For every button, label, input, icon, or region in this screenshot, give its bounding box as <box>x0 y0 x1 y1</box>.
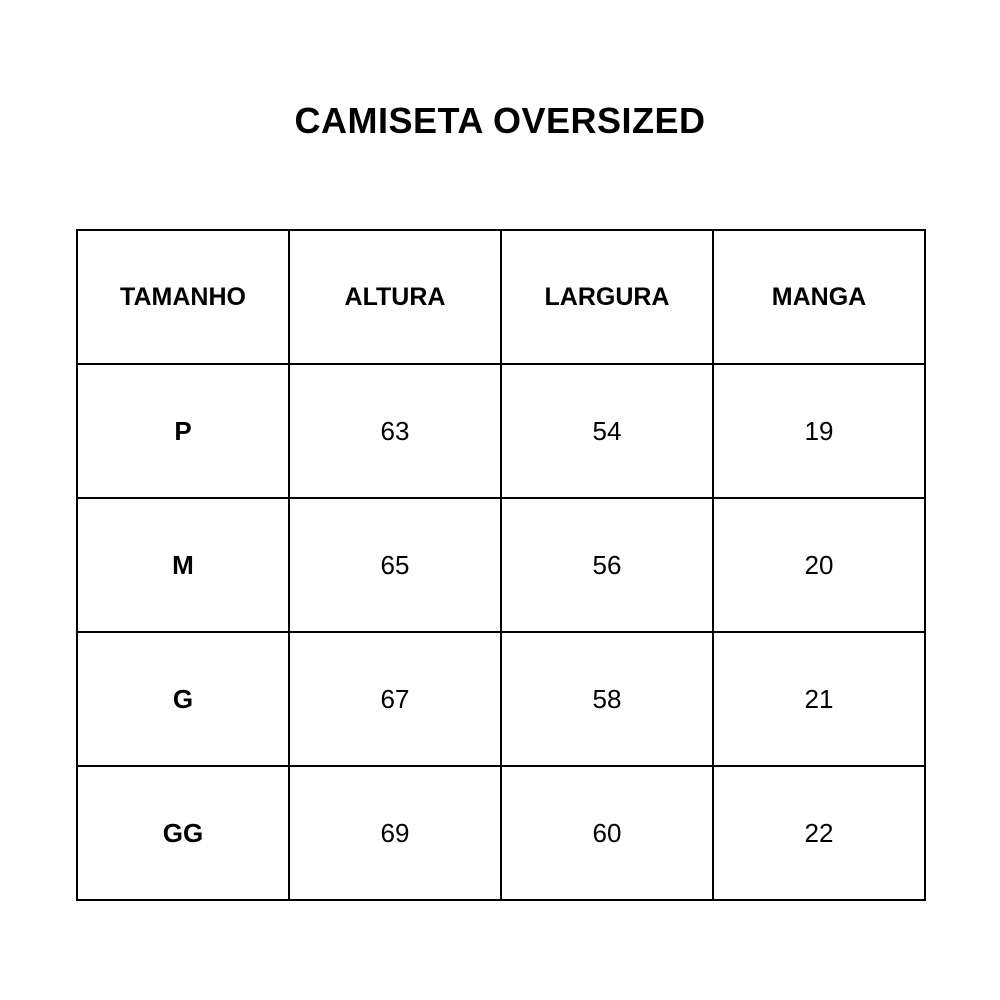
header-cell: MANGA <box>712 229 926 365</box>
header-cell: LARGURA <box>500 229 714 365</box>
size-cell: GG <box>76 765 290 901</box>
measure-cell: 58 <box>500 631 714 767</box>
measure-cell: 22 <box>712 765 926 901</box>
table-row: M 65 56 20 <box>76 497 926 633</box>
table-row: GG 69 60 22 <box>76 765 926 901</box>
header-row: TAMANHO ALTURA LARGURA MANGA <box>76 229 926 365</box>
size-table: TAMANHO ALTURA LARGURA MANGA P 63 54 19 M 65 5… <box>76 229 926 901</box>
measure-cell: 69 <box>288 765 502 901</box>
size-cell: G <box>76 631 290 767</box>
size-cell: M <box>76 497 290 633</box>
table-row: G 67 58 21 <box>76 631 926 767</box>
measure-cell: 63 <box>288 363 502 499</box>
measure-cell: 67 <box>288 631 502 767</box>
header-cell: ALTURA <box>288 229 502 365</box>
measure-cell: 19 <box>712 363 926 499</box>
measure-cell: 56 <box>500 497 714 633</box>
measure-cell: 21 <box>712 631 926 767</box>
measure-cell: 54 <box>500 363 714 499</box>
header-cell: TAMANHO <box>76 229 290 365</box>
page-title: CAMISETA OVERSIZED <box>294 100 706 141</box>
measure-cell: 20 <box>712 497 926 633</box>
measure-cell: 65 <box>288 497 502 633</box>
size-cell: P <box>76 363 290 499</box>
measure-cell: 60 <box>500 765 714 901</box>
table-row: P 63 54 19 <box>76 363 926 499</box>
